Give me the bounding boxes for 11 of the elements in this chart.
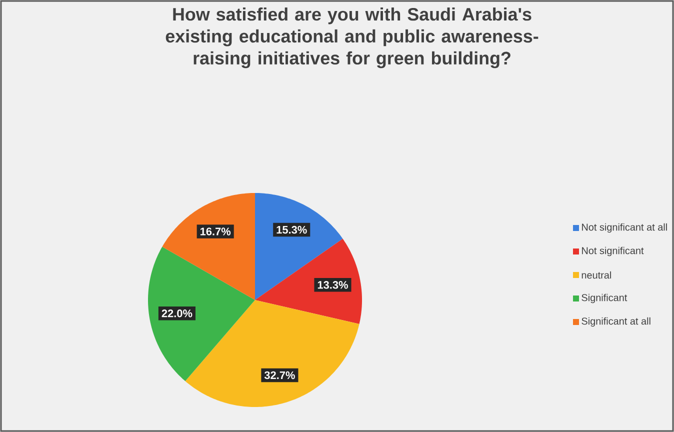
legend-label: Significant at all: [582, 317, 650, 327]
data-label: 32.7%: [264, 371, 295, 380]
data-label: 22.0%: [162, 310, 192, 318]
legend-label: Not significant at all: [582, 223, 667, 233]
legend-label: Not significant: [582, 246, 644, 256]
chart-title: How satisfied are you with Saudi Arabia's existing educational and public awareness-raising initiatives for green building?: [166, 8, 538, 68]
legend-label: neutral: [582, 271, 611, 279]
legend-label: Significant: [582, 294, 628, 304]
data-label: 16.7%: [200, 228, 231, 236]
data-label: 13.3%: [318, 281, 348, 289]
data-label: 15.3%: [276, 226, 307, 234]
